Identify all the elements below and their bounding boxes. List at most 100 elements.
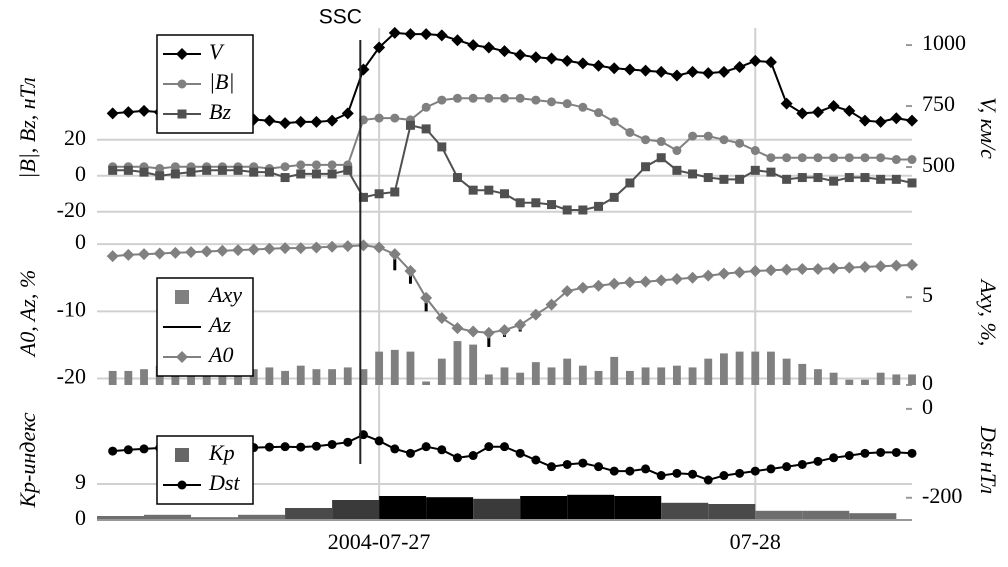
- marker: [420, 291, 433, 304]
- y2-axis-label: Axy, %,: [976, 278, 1001, 347]
- marker: [608, 62, 621, 75]
- marker: [294, 115, 307, 128]
- marker: [311, 160, 321, 170]
- bar: [520, 496, 568, 520]
- marker: [749, 264, 762, 277]
- marker: [891, 174, 901, 184]
- y-tick-label: -10: [57, 296, 86, 321]
- legend-label: Az: [207, 312, 231, 337]
- marker: [374, 436, 384, 446]
- marker: [169, 246, 182, 259]
- bar: [191, 517, 239, 520]
- bar: [484, 374, 493, 385]
- marker: [531, 95, 541, 105]
- series-line: [112, 244, 913, 334]
- marker: [890, 112, 903, 125]
- marker: [374, 113, 384, 123]
- marker: [592, 59, 605, 72]
- marker: [514, 48, 527, 61]
- marker: [545, 52, 558, 65]
- marker: [625, 128, 635, 138]
- marker: [906, 258, 918, 271]
- bar: [751, 351, 760, 385]
- y2-tick-label: 1000: [922, 30, 966, 55]
- bar: [296, 365, 305, 385]
- marker: [420, 28, 433, 41]
- marker: [719, 471, 729, 481]
- bar: [379, 496, 427, 520]
- marker: [138, 248, 151, 261]
- marker: [782, 462, 792, 472]
- bar: [755, 510, 803, 520]
- bar: [390, 349, 399, 385]
- bar: [767, 351, 775, 385]
- marker: [437, 142, 447, 152]
- marker: [702, 67, 715, 80]
- marker: [327, 169, 337, 179]
- marker: [907, 155, 917, 165]
- marker: [404, 28, 417, 41]
- y-tick-label: 0: [75, 229, 86, 254]
- marker: [233, 165, 243, 175]
- marker: [106, 107, 119, 120]
- marker: [782, 174, 792, 184]
- marker: [686, 65, 699, 78]
- marker: [578, 102, 588, 112]
- marker: [796, 262, 809, 275]
- marker: [655, 65, 668, 78]
- bar: [908, 374, 916, 385]
- marker: [123, 445, 133, 455]
- marker: [764, 264, 777, 277]
- marker: [843, 104, 856, 117]
- marker: [217, 165, 227, 175]
- marker: [797, 153, 807, 163]
- marker: [177, 79, 187, 89]
- marker: [780, 263, 793, 276]
- marker: [108, 165, 118, 175]
- bar: [578, 365, 587, 385]
- bar: [876, 372, 885, 385]
- marker: [515, 448, 525, 458]
- bar: [332, 500, 380, 520]
- legend-label: Bz: [209, 99, 231, 124]
- marker: [813, 173, 823, 183]
- marker: [780, 97, 793, 110]
- marker: [578, 205, 588, 215]
- marker: [829, 453, 839, 463]
- marker: [641, 464, 651, 474]
- marker: [373, 41, 386, 54]
- marker: [860, 173, 870, 183]
- bar: [798, 363, 807, 385]
- marker: [906, 114, 918, 127]
- bar: [343, 367, 352, 385]
- marker: [735, 138, 745, 148]
- marker: [358, 192, 368, 202]
- marker: [263, 242, 276, 255]
- marker: [373, 241, 386, 254]
- marker: [656, 471, 666, 481]
- marker: [484, 442, 494, 452]
- marker: [827, 100, 840, 113]
- bar: [265, 367, 274, 385]
- marker: [390, 444, 400, 454]
- bar: [814, 369, 822, 385]
- marker: [547, 97, 557, 107]
- marker: [670, 69, 683, 82]
- y-axis-label: |B|, Bz, нТл: [15, 77, 40, 178]
- marker: [294, 242, 307, 255]
- marker: [326, 240, 339, 253]
- marker: [576, 57, 589, 70]
- marker: [813, 456, 823, 466]
- marker: [484, 185, 494, 195]
- marker: [829, 153, 839, 163]
- x-tick-label: 2004-07-27: [328, 529, 431, 554]
- bar: [453, 341, 462, 385]
- bar: [661, 502, 709, 520]
- bar: [359, 369, 368, 385]
- marker: [435, 312, 448, 325]
- marker: [249, 167, 259, 177]
- marker: [296, 160, 306, 170]
- bar: [234, 369, 242, 385]
